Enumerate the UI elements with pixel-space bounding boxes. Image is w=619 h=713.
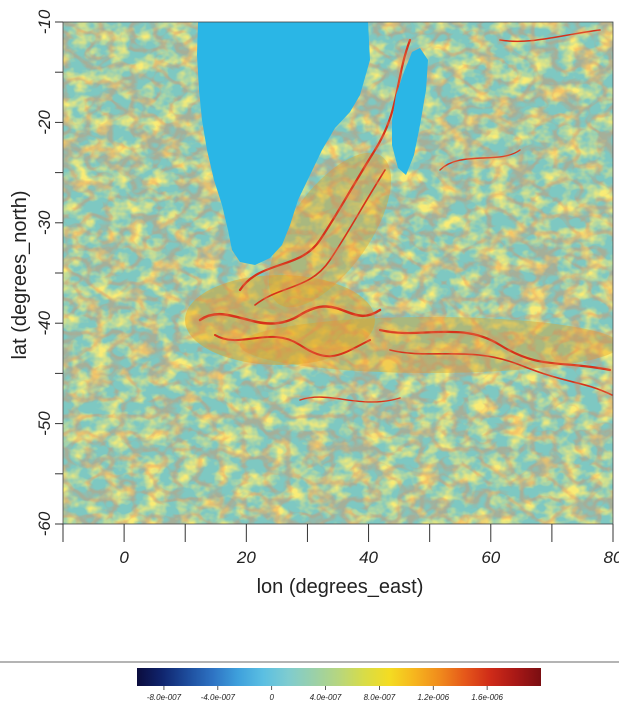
y-axis-title: lat (degrees_north) [9, 191, 31, 360]
y-tick-label: -10 [35, 9, 54, 34]
colorbar-tick-label: 8.0e-007 [364, 693, 396, 702]
colorbar-tick-label: -8.0e-007 [147, 693, 182, 702]
x-tick-label: 40 [359, 548, 378, 567]
plot-area [62, 21, 614, 525]
colorbar: -8.0e-007 -4.0e-007 0 4.0e-007 8.0e-007 1.2e-… [137, 668, 541, 702]
colorbar-tick-label: -4.0e-007 [201, 693, 236, 702]
x-tick-label: 60 [481, 548, 500, 567]
colorbar-tick-label: 0 [269, 693, 274, 702]
x-tick-label: 20 [236, 548, 256, 567]
x-tick-label: 0 [119, 548, 129, 567]
x-axis-title: lon (degrees_east) [257, 576, 424, 598]
y-tick-label: -50 [35, 411, 54, 436]
land-africa [197, 22, 370, 265]
y-tick-label: -40 [35, 310, 54, 335]
colorbar-bar [137, 668, 541, 686]
x-tick-label: 80 [604, 548, 619, 567]
y-tick-label: -20 [35, 110, 54, 135]
x-axis: 0 20 40 60 80 [62, 524, 619, 567]
y-axis: -10 -20 -30 -40 -50 -60 [35, 9, 63, 536]
colorbar-tick-label: 4.0e-007 [310, 693, 342, 702]
colorbar-tick-label: 1.2e-006 [417, 693, 449, 702]
land-madagascar [392, 48, 428, 175]
colorbar-tick-label: 1.6e-006 [471, 693, 503, 702]
y-tick-label: -30 [35, 210, 54, 235]
y-tick-label: -60 [35, 511, 54, 536]
